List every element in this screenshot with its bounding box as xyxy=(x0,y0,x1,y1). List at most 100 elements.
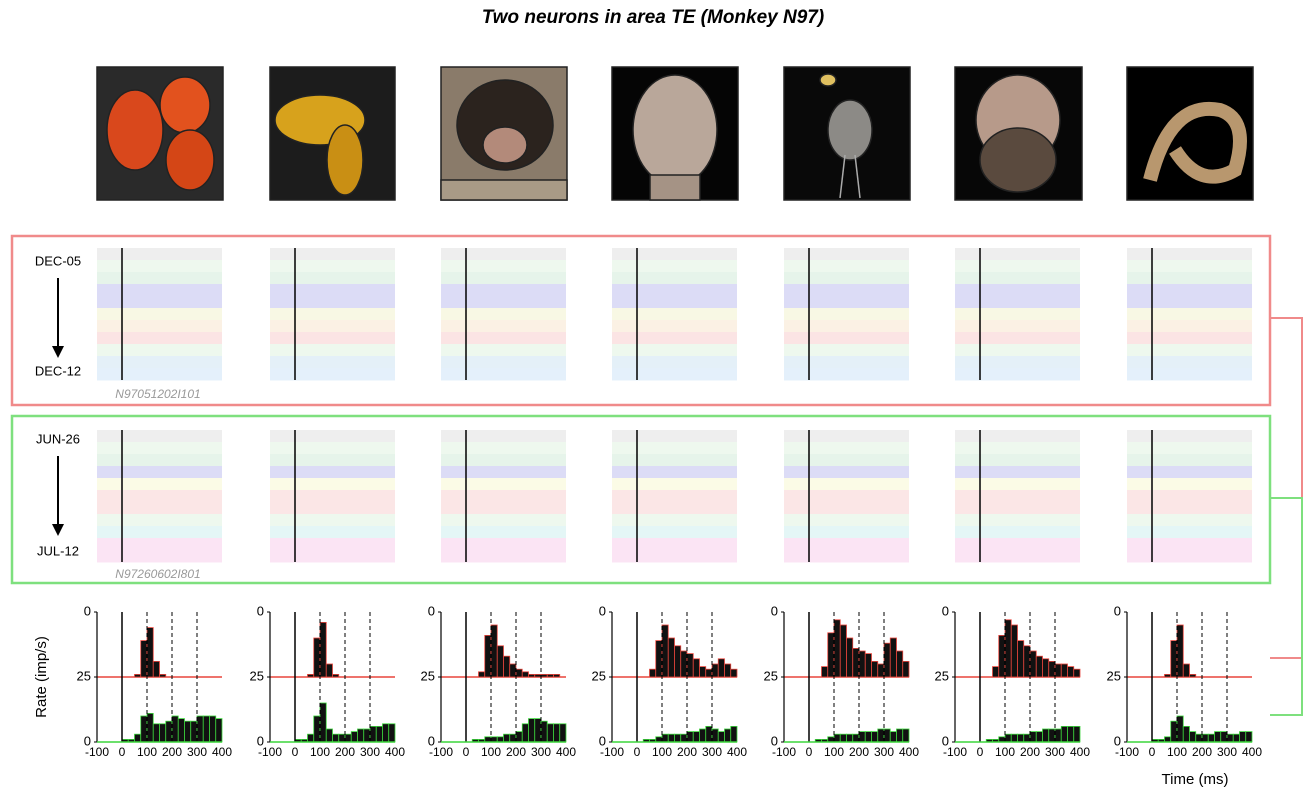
raster-stripe xyxy=(97,368,222,381)
histogram-bar xyxy=(1055,664,1061,677)
raster-stripe xyxy=(612,248,737,261)
y-tick-label: 25 xyxy=(764,668,778,683)
y-tick-label: 25 xyxy=(421,668,435,683)
histogram-bar xyxy=(191,721,197,742)
histogram-bar xyxy=(153,661,159,677)
histogram-bar xyxy=(884,729,890,742)
raster-stripe xyxy=(784,442,909,455)
histogram-bar xyxy=(529,719,535,742)
histogram-bar xyxy=(339,734,345,742)
histogram-bar xyxy=(693,659,699,677)
raster-stripe xyxy=(97,344,222,357)
raster-stripe xyxy=(1127,466,1252,479)
y-tick-label: 0 xyxy=(599,603,606,618)
histogram-bar xyxy=(718,659,724,677)
raster-stripe xyxy=(441,344,566,357)
histogram-bar xyxy=(847,638,853,677)
histogram-bar xyxy=(1049,661,1055,677)
raster-stripe xyxy=(955,502,1080,515)
x-tick-label: 400 xyxy=(1070,745,1090,759)
histogram-bar xyxy=(903,729,909,742)
histogram-bar xyxy=(203,716,209,742)
raster-stripe xyxy=(612,260,737,273)
raster-stripe xyxy=(97,260,222,273)
raster-stripe xyxy=(441,368,566,381)
raster-stripe xyxy=(441,284,566,297)
raster-stripe xyxy=(955,430,1080,443)
histogram-bar xyxy=(185,721,191,742)
histogram-bar xyxy=(897,729,903,742)
histogram-bar xyxy=(1190,674,1196,677)
raster-stripe xyxy=(955,272,1080,285)
raster-stripe xyxy=(270,502,395,515)
histogram-bar xyxy=(308,734,314,742)
raster-stripe xyxy=(441,296,566,309)
histogram-bar xyxy=(516,732,522,742)
histogram-bar xyxy=(859,651,865,677)
raster-stripe xyxy=(612,308,737,321)
histogram-bar xyxy=(504,734,510,742)
histogram-bar xyxy=(160,724,166,742)
raster-stripe xyxy=(97,538,222,551)
histogram-bar xyxy=(535,674,541,677)
x-tick-label: 400 xyxy=(727,745,747,759)
raster-stripe xyxy=(441,356,566,369)
histogram-bar xyxy=(1005,620,1011,677)
raster-stripe xyxy=(1127,538,1252,551)
raster-stripe xyxy=(97,296,222,309)
histogram-bar xyxy=(700,667,706,677)
x-tick-label: 0 xyxy=(119,745,126,759)
histogram-bar xyxy=(333,734,339,742)
x-tick-label: 300 xyxy=(1217,745,1237,759)
raster-stripe xyxy=(441,332,566,345)
raster-stripe xyxy=(612,466,737,479)
raster-stripe xyxy=(97,454,222,467)
x-tick-label: 200 xyxy=(162,745,182,759)
raster-stripe xyxy=(270,344,395,357)
histogram-bar xyxy=(485,635,491,677)
raster-stripe xyxy=(441,320,566,333)
histogram-bar xyxy=(147,713,153,742)
raster-stripe xyxy=(1127,284,1252,297)
raster-stripe xyxy=(955,356,1080,369)
histogram-bar xyxy=(668,638,674,677)
raster-stripe xyxy=(955,308,1080,321)
raster-stripe xyxy=(97,478,222,491)
histogram-bar xyxy=(700,729,706,742)
raster-stripe xyxy=(1127,272,1252,285)
histogram-bar xyxy=(358,729,364,742)
y-tick-label: 0 xyxy=(257,733,264,748)
raster-stripe xyxy=(955,332,1080,345)
raster-stripe xyxy=(441,490,566,503)
raster-stripe xyxy=(612,344,737,357)
raster-stripe xyxy=(441,514,566,527)
histogram-bar xyxy=(554,674,560,677)
histogram-bar xyxy=(840,734,846,742)
histogram-bar xyxy=(718,732,724,742)
histogram-bar xyxy=(491,737,497,742)
raster-stripe xyxy=(270,320,395,333)
histogram-bar xyxy=(675,734,681,742)
raster-stripe xyxy=(784,332,909,345)
histogram-bar xyxy=(333,674,339,677)
x-tick-label: 0 xyxy=(292,745,299,759)
raster-stripe xyxy=(612,478,737,491)
raster-stripe xyxy=(1127,526,1252,539)
histogram-bar xyxy=(141,641,147,677)
x-tick-label: 400 xyxy=(1242,745,1262,759)
raster-stripe xyxy=(1127,442,1252,455)
histogram-bar xyxy=(1074,726,1080,742)
histogram-bar xyxy=(687,654,693,677)
histogram-bar xyxy=(497,737,503,742)
raster-stripe xyxy=(784,430,909,443)
histogram-bar xyxy=(345,734,351,742)
raster-stripe xyxy=(612,356,737,369)
histogram-bar xyxy=(522,724,528,742)
raster-stripe xyxy=(270,284,395,297)
histogram-bar xyxy=(383,724,389,742)
histogram-bar xyxy=(1196,734,1202,742)
histogram-bar xyxy=(687,732,693,742)
raster-stripe xyxy=(955,466,1080,479)
histogram-bar xyxy=(547,674,553,677)
brackets xyxy=(1270,318,1302,715)
